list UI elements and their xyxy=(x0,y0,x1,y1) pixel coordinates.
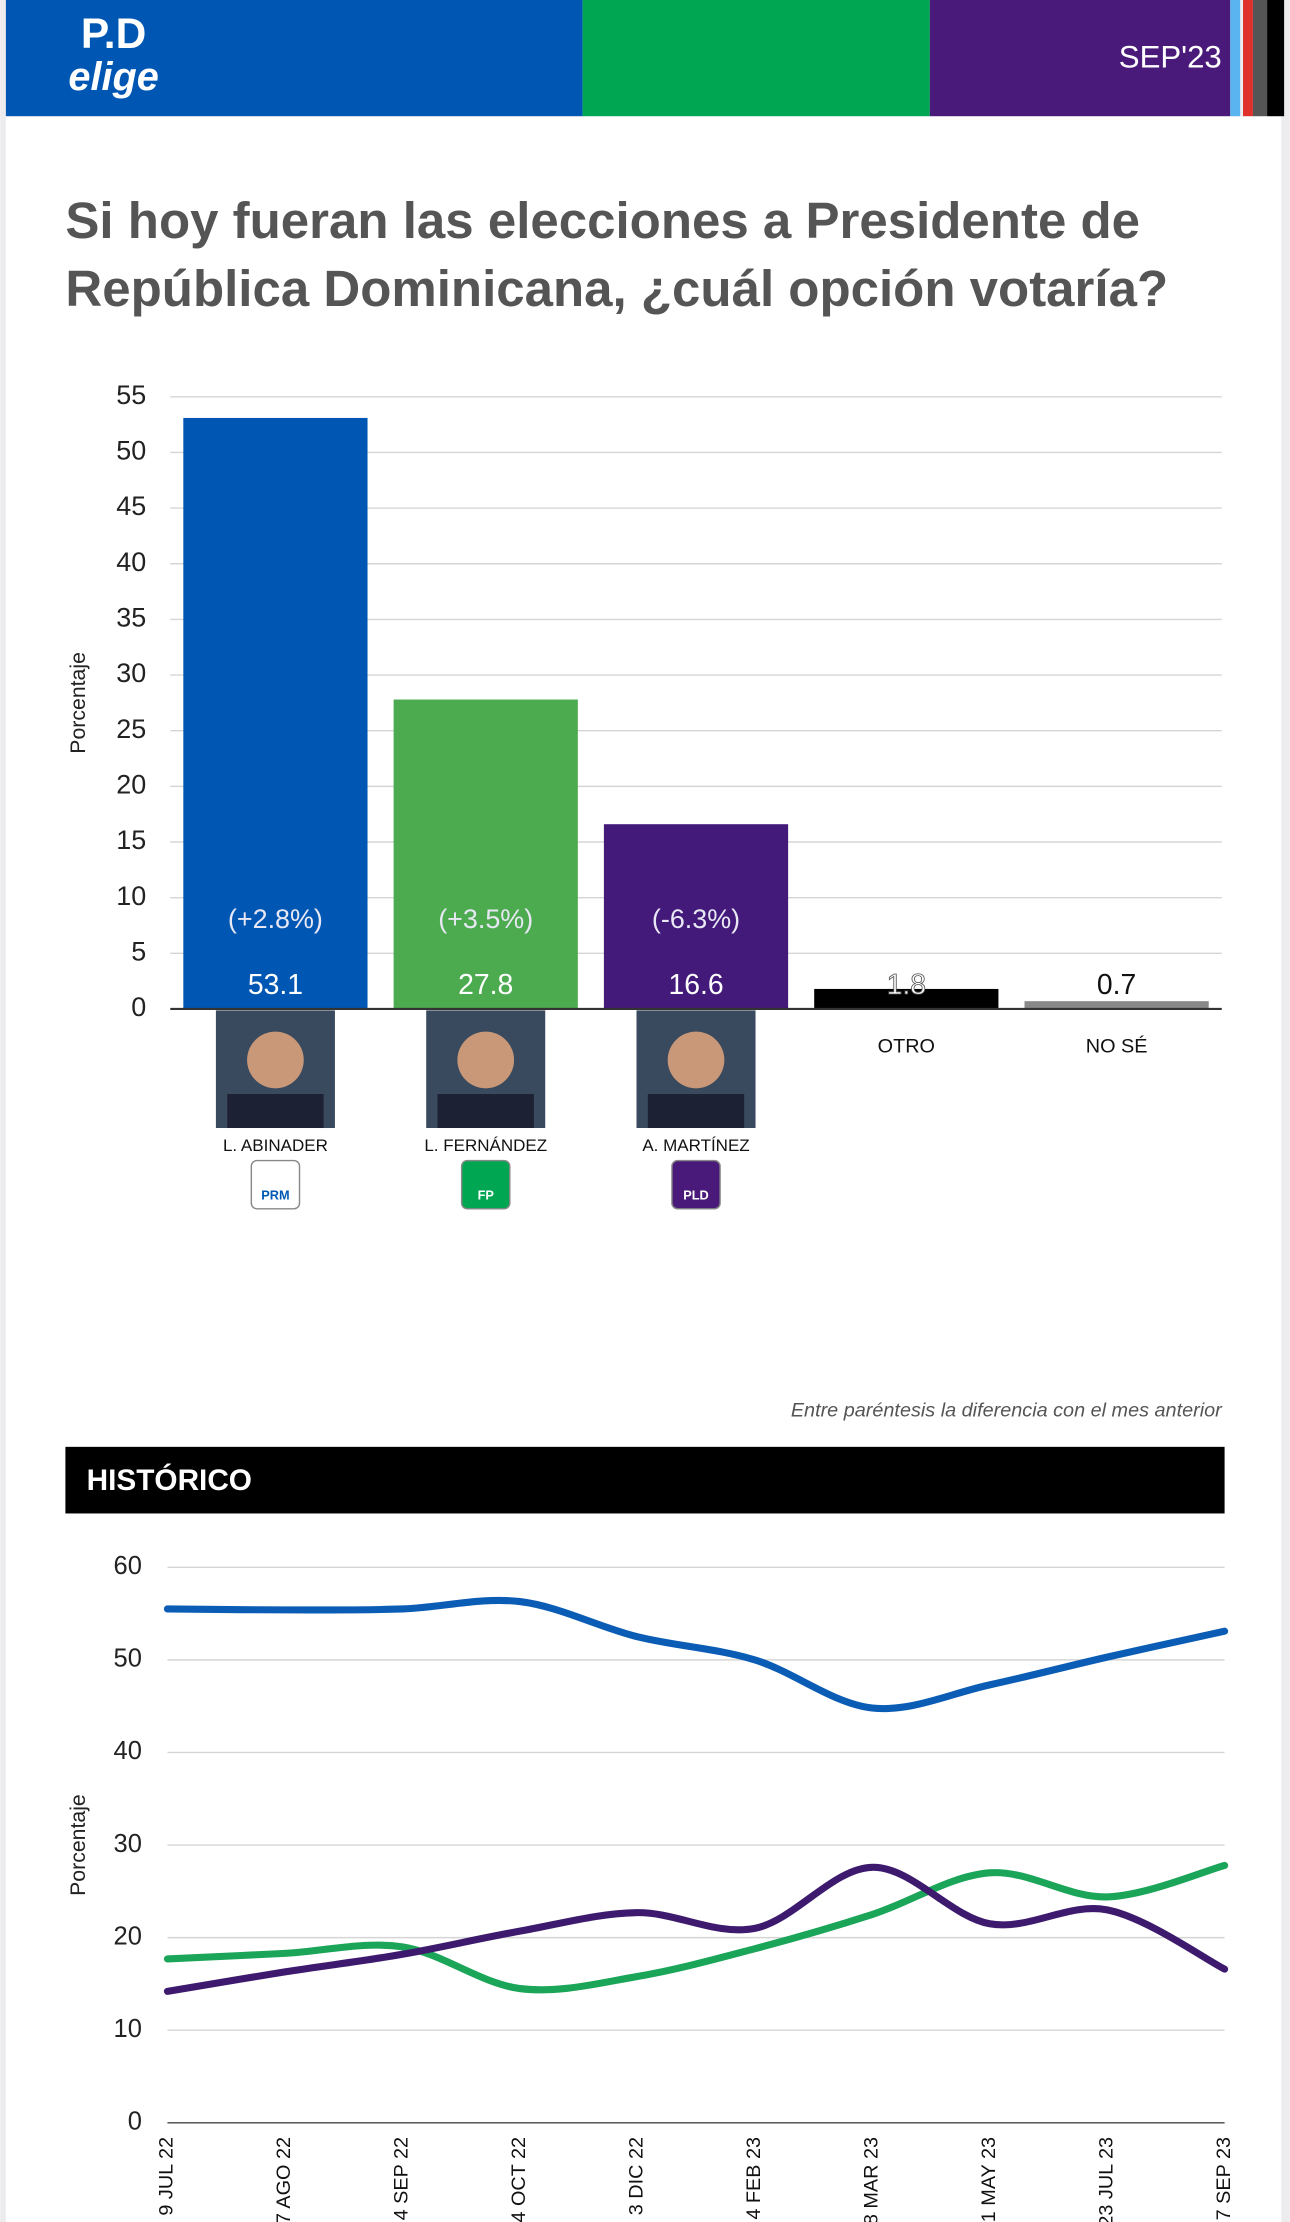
value-label: 16.6 xyxy=(668,969,723,1001)
line xyxy=(163,1863,1229,1995)
suit xyxy=(647,1093,745,1129)
y-tick-label: 60 xyxy=(114,1552,142,1580)
x-tick-label: A. MARTÍNEZ xyxy=(642,1136,749,1155)
bar xyxy=(603,824,789,1009)
y-tick-label: 30 xyxy=(114,1830,142,1858)
bar xyxy=(393,699,578,1009)
x-tick-label: L. ABINADER xyxy=(223,1136,328,1155)
y-tick-label: 40 xyxy=(116,547,146,577)
y-tick-label: 20 xyxy=(116,769,146,799)
party-label: FP xyxy=(478,1187,495,1202)
header-green xyxy=(582,0,930,117)
line xyxy=(163,1861,1229,1994)
y-tick-label: 55 xyxy=(116,380,146,410)
y-tick-label: 50 xyxy=(116,436,146,466)
y-tick-label: 45 xyxy=(116,491,146,521)
x-tick-label: L. FERNÁNDEZ xyxy=(424,1136,547,1155)
y-tick-label: 35 xyxy=(116,603,146,633)
party-label: PRM xyxy=(261,1187,289,1202)
section-title: HISTÓRICO xyxy=(87,1463,252,1497)
header-purple xyxy=(929,0,1231,117)
y-axis-label: Porcentaje xyxy=(66,1794,90,1896)
bar xyxy=(1024,1001,1209,1009)
section-bar xyxy=(65,1446,1225,1514)
face xyxy=(667,1031,725,1089)
x-tick-label: 23 JUL 23 xyxy=(1095,2137,1117,2222)
value-label: 53.1 xyxy=(248,969,303,1001)
face xyxy=(457,1031,515,1089)
bar xyxy=(814,988,999,1009)
value-label: 0.7 xyxy=(1097,969,1136,1001)
party-logo xyxy=(250,1159,301,1210)
party-label: PLD xyxy=(683,1187,709,1202)
suit xyxy=(437,1093,534,1129)
y-tick-label: 0 xyxy=(131,992,146,1022)
y-tick-label: 10 xyxy=(114,2015,142,2043)
y-tick-label: 50 xyxy=(114,1645,142,1673)
y-tick-label: 15 xyxy=(116,825,146,855)
y-tick-label: 40 xyxy=(114,1737,142,1765)
y-tick-label: 30 xyxy=(116,658,146,688)
y-tick-label: 25 xyxy=(116,714,146,744)
x-tick-label: 7 AGO 22 xyxy=(273,2137,295,2222)
date: SEP'23 xyxy=(1119,40,1222,75)
x-tick-label: OTRO xyxy=(878,1035,935,1057)
y-tick-label: 10 xyxy=(116,881,146,911)
logo: P.D xyxy=(81,11,146,58)
party-logo xyxy=(460,1159,511,1210)
face xyxy=(247,1031,304,1089)
value-label: 1.8 xyxy=(887,969,926,1001)
stripe xyxy=(1252,0,1268,117)
change-label: (-6.3%) xyxy=(652,904,740,934)
title-box: Si hoy fueran las elecciones a President… xyxy=(65,191,1169,318)
x-tick-label: 7 SEP 23 xyxy=(1213,2137,1235,2220)
x-tick-label: 9 JUL 22 xyxy=(156,2137,178,2216)
x-tick-label: 4 FEB 23 xyxy=(743,2137,765,2220)
y-tick-label: 20 xyxy=(114,1922,142,1950)
y-tick-label: 0 xyxy=(128,2108,142,2136)
suit xyxy=(227,1093,324,1129)
x-tick-label: 1 MAY 23 xyxy=(978,2137,1000,2222)
x-tick-label: 4 SEP 22 xyxy=(391,2137,413,2220)
x-tick-label: NO SÉ xyxy=(1086,1034,1148,1057)
party-logo xyxy=(671,1159,721,1210)
stripe xyxy=(1243,0,1253,117)
chart-title: Si hoy fueran las elecciones a President… xyxy=(65,191,1169,318)
note: Entre paréntesis la diferencia con el me… xyxy=(791,1400,1223,1422)
x-tick-label: 4 OCT 22 xyxy=(508,2137,530,2222)
x-tick-label: 3 DIC 22 xyxy=(626,2137,648,2215)
bar xyxy=(183,417,368,1009)
change-label: (+2.8%) xyxy=(228,904,323,934)
logo: elige xyxy=(68,55,158,99)
x-tick-label: 8 MAR 23 xyxy=(860,2137,882,2222)
y-tick-label: 5 xyxy=(131,936,146,966)
header-blue xyxy=(5,0,583,117)
stripe xyxy=(1230,0,1241,117)
stripe xyxy=(1267,0,1285,117)
line xyxy=(163,1596,1229,1713)
change-label: (+3.5%) xyxy=(438,904,533,934)
y-axis-label: Porcentaje xyxy=(66,652,90,754)
value-label: 27.8 xyxy=(458,969,513,1001)
